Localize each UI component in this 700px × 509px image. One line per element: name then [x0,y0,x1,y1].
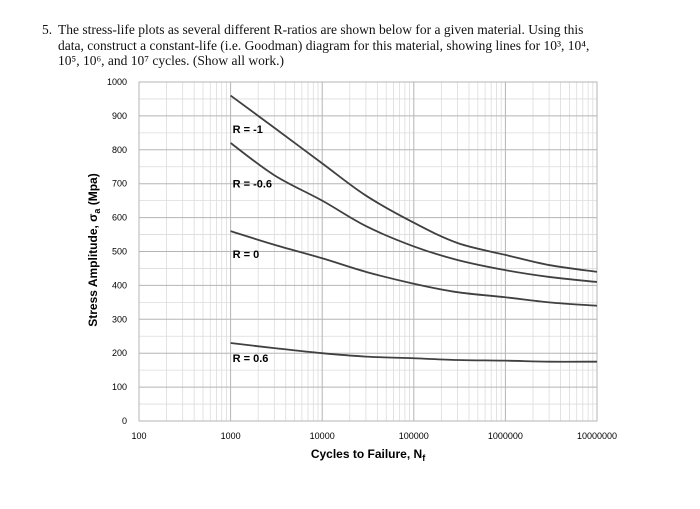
problem-line-3: 10⁵, 10⁶, and 10⁷ cycles. (Show all work… [58,53,284,68]
x-tick-label: 1000000 [488,431,523,441]
x-tick-label: 1000 [221,431,241,441]
series-label: R = 0 [233,249,260,261]
y-tick-label: 800 [112,145,127,155]
problem-number: 5. [42,22,53,37]
series-label: R = 0.6 [233,353,269,365]
y-tick-label: 600 [112,213,127,223]
x-axis-title: Cycles to Failure, Nf [311,447,426,463]
problem-line-1: The stress-life plots as several differe… [58,22,584,37]
series-line [230,342,598,363]
y-tick-label: 500 [112,247,127,257]
x-tick-label: 100000 [399,431,429,441]
problem-line-2: data, construct a constant-life (i.e. Go… [58,37,590,53]
series-label: R = -1 [233,124,263,136]
y-tick-label: 400 [112,280,127,290]
y-tick-label: 200 [112,348,127,358]
series-line [230,230,598,307]
y-tick-label: 1000 [107,77,127,87]
y-tick-label: 100 [112,382,127,392]
problem-statement: 5. The stress-life plots as several diff… [42,22,658,69]
series-line [230,142,598,283]
y-tick-label: 900 [112,111,127,121]
series-line [230,94,598,273]
x-tick-label: 100 [131,431,146,441]
y-tick-label: 0 [122,416,127,426]
y-tick-label: 300 [112,314,127,324]
y-tick-label: 700 [112,179,127,189]
y-axis-title: Stress Amplitude, σa (Mpa) [86,173,102,326]
x-tick-label: 10000 [310,431,335,441]
series-label: R = -0.6 [233,178,272,190]
plot-area-border [138,81,598,422]
x-tick-label: 10000000 [577,431,617,441]
